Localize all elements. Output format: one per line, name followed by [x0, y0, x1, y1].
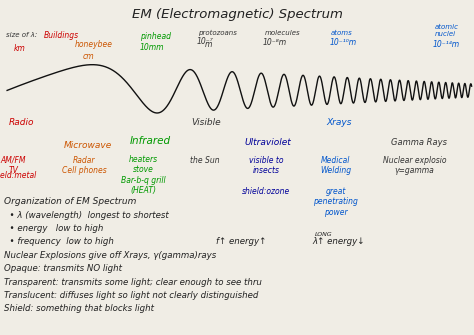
Text: honeybee: honeybee [75, 40, 113, 49]
Text: heaters
stove
Bar-b-q grill
(HEAT): heaters stove Bar-b-q grill (HEAT) [121, 155, 165, 195]
Text: 10⁻¹⁰m: 10⁻¹⁰m [329, 39, 356, 47]
Text: AM/FM
TV: AM/FM TV [0, 156, 26, 175]
Text: Visible: Visible [191, 118, 221, 127]
Text: atoms: atoms [331, 30, 353, 36]
Text: 10mm: 10mm [140, 43, 164, 52]
Text: Nuclear explosio
γ=gamma: Nuclear explosio γ=gamma [383, 156, 447, 175]
Text: m: m [205, 40, 212, 49]
Text: Radar
Cell phones: Radar Cell phones [62, 156, 107, 175]
Text: pinhead: pinhead [140, 32, 171, 41]
Text: Microwave: Microwave [64, 141, 112, 150]
Text: Radio: Radio [9, 118, 34, 127]
Text: 10⁻⁷: 10⁻⁷ [197, 38, 213, 46]
Text: atomic
nuclei: atomic nuclei [435, 24, 459, 37]
Text: Translucent: diffuses light so light not clearly distinguished: Translucent: diffuses light so light not… [4, 291, 258, 300]
Text: Opaque: transmits NO light: Opaque: transmits NO light [4, 264, 122, 273]
Text: • λ (wavelength)  longest to shortest: • λ (wavelength) longest to shortest [4, 211, 169, 219]
Text: Shield: something that blocks light: Shield: something that blocks light [4, 305, 154, 313]
Text: Xrays: Xrays [326, 118, 352, 127]
Text: Ultraviolet: Ultraviolet [245, 138, 291, 147]
Text: λ↑ energy↓: λ↑ energy↓ [312, 238, 365, 246]
Text: f↑ energy↑: f↑ energy↑ [216, 238, 266, 246]
Text: cm: cm [83, 52, 95, 61]
Text: • energy   low to high: • energy low to high [4, 224, 103, 233]
Text: 10⁻⁸m: 10⁻⁸m [263, 39, 287, 47]
Text: Nuclear Explosions give off Xrays, γ(gamma)rays: Nuclear Explosions give off Xrays, γ(gam… [4, 251, 216, 260]
Text: 10⁻¹⁴m: 10⁻¹⁴m [432, 40, 459, 49]
Text: Organization of EM Spectrum: Organization of EM Spectrum [4, 197, 136, 206]
Text: protozoans: protozoans [198, 30, 237, 36]
Text: EM (Electromagnetic) Spectrum: EM (Electromagnetic) Spectrum [132, 8, 342, 21]
Text: LONG: LONG [315, 232, 333, 237]
Text: Medical
Welding

great
penetrating
power: Medical Welding great penetrating power [313, 156, 358, 217]
Text: km: km [13, 44, 25, 53]
Text: size of λ:: size of λ: [6, 32, 37, 38]
Text: • frequency  low to high: • frequency low to high [4, 238, 114, 246]
Text: molecules: molecules [264, 30, 300, 36]
Text: Gamma Rays: Gamma Rays [392, 138, 447, 147]
Text: visible to
insects

shield:ozone: visible to insects shield:ozone [242, 156, 291, 196]
Text: Transparent: transmits some light; clear enough to see thru: Transparent: transmits some light; clear… [4, 278, 262, 286]
Text: Infrared: Infrared [130, 136, 171, 146]
Text: Buildings: Buildings [44, 31, 79, 40]
Text: shield:metal: shield:metal [0, 171, 37, 180]
Text: the Sun: the Sun [190, 156, 219, 165]
